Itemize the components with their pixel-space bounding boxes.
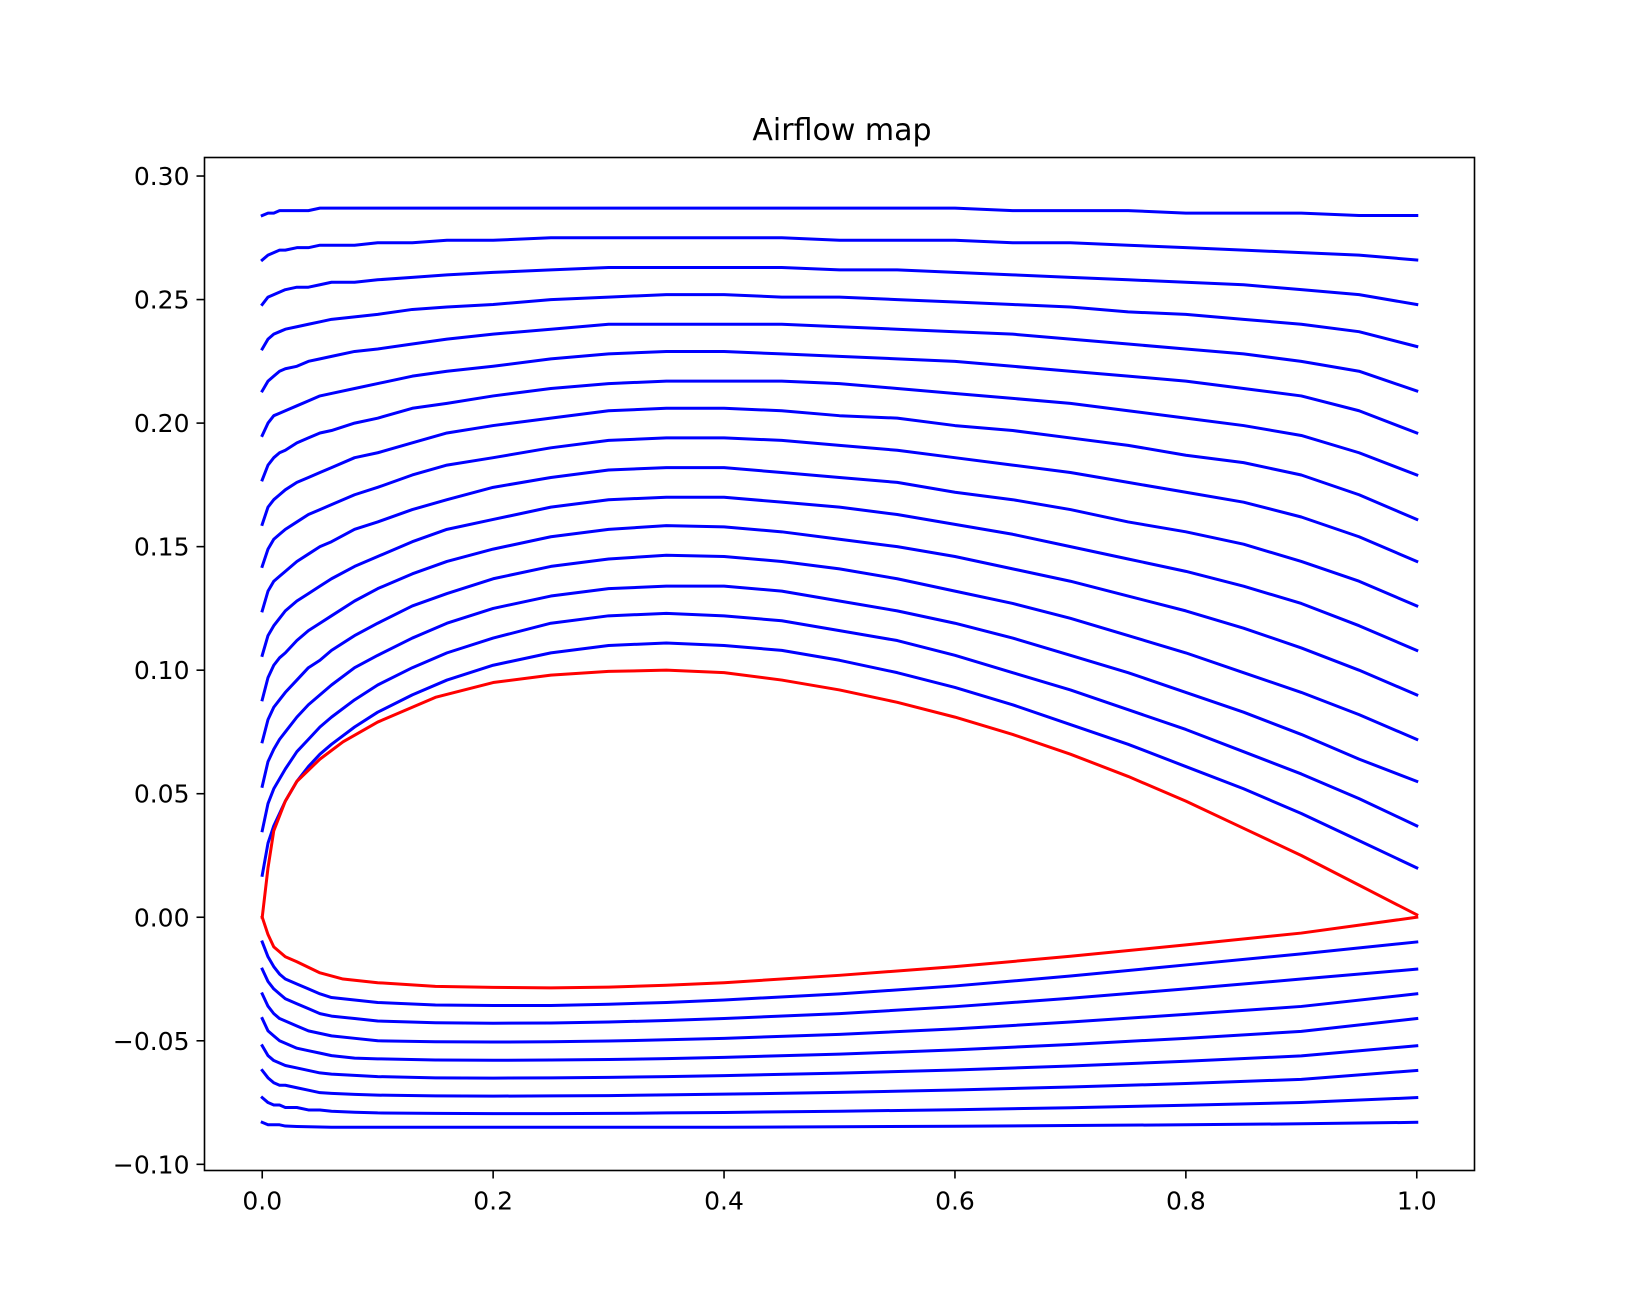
y-tick-label: 0.25: [134, 286, 190, 315]
y-tick-label: 0.00: [134, 903, 190, 932]
streamline-above-14: [260, 265, 1419, 307]
streamline-below-1: [260, 940, 1419, 1007]
y-tick-label: −0.10: [113, 1150, 190, 1179]
streamline-below-4: [260, 1016, 1419, 1062]
x-tick-label: 0.4: [704, 1187, 744, 1216]
streamline-above-9: [260, 406, 1419, 527]
x-tick-label: 0.2: [473, 1187, 513, 1216]
x-axis-ticks: 0.0 0.2 0.4 0.6 0.8 1.0: [242, 1170, 1437, 1216]
streamline-above-6: [260, 495, 1419, 658]
streamline-above-15: [260, 236, 1419, 263]
airfoil-lower-surface: [260, 915, 1419, 990]
y-tick-label: −0.05: [113, 1027, 190, 1056]
x-tick-label: 0.6: [935, 1187, 975, 1216]
y-tick-label: 0.30: [134, 162, 190, 191]
streamline-below-5: [260, 1043, 1419, 1080]
streamline-above-5: [260, 524, 1419, 702]
streamline-above-7: [260, 466, 1419, 613]
plot-frame: [203, 156, 1476, 1172]
streamline-above-8: [260, 436, 1419, 569]
streamline-below-6: [260, 1068, 1419, 1098]
airfoil-upper-surface: [260, 668, 1419, 919]
y-tick-label: 0.10: [134, 656, 190, 685]
streamline-below-3: [260, 991, 1419, 1044]
y-tick-label: 0.15: [134, 533, 190, 562]
x-tick-label: 0.0: [242, 1187, 282, 1216]
y-tick-label: 0.05: [134, 780, 190, 809]
streamline-above-13: [260, 293, 1419, 352]
streamline-below-8: [260, 1120, 1419, 1129]
streamline-above-2: [260, 611, 1419, 833]
plot-lines: [260, 206, 1419, 1129]
y-tick-label: 0.20: [134, 409, 190, 438]
streamline-above-16: [260, 206, 1419, 218]
streamline-above-4: [260, 553, 1419, 744]
streamline-below-2: [260, 967, 1419, 1025]
x-tick-label: 1.0: [1397, 1187, 1437, 1216]
streamline-above-12: [260, 322, 1419, 394]
streamline-above-3: [260, 584, 1419, 789]
streamline-above-11: [260, 349, 1419, 438]
chart-title: Airflow map: [752, 113, 931, 148]
y-axis-ticks: −0.10 −0.05 0.00 0.05 0.10 0.15 0.20 0.25 0.30: [113, 162, 205, 1179]
streamline-below-7: [260, 1095, 1419, 1116]
streamline-above-10: [260, 379, 1419, 482]
x-tick-label: 0.8: [1166, 1187, 1206, 1216]
